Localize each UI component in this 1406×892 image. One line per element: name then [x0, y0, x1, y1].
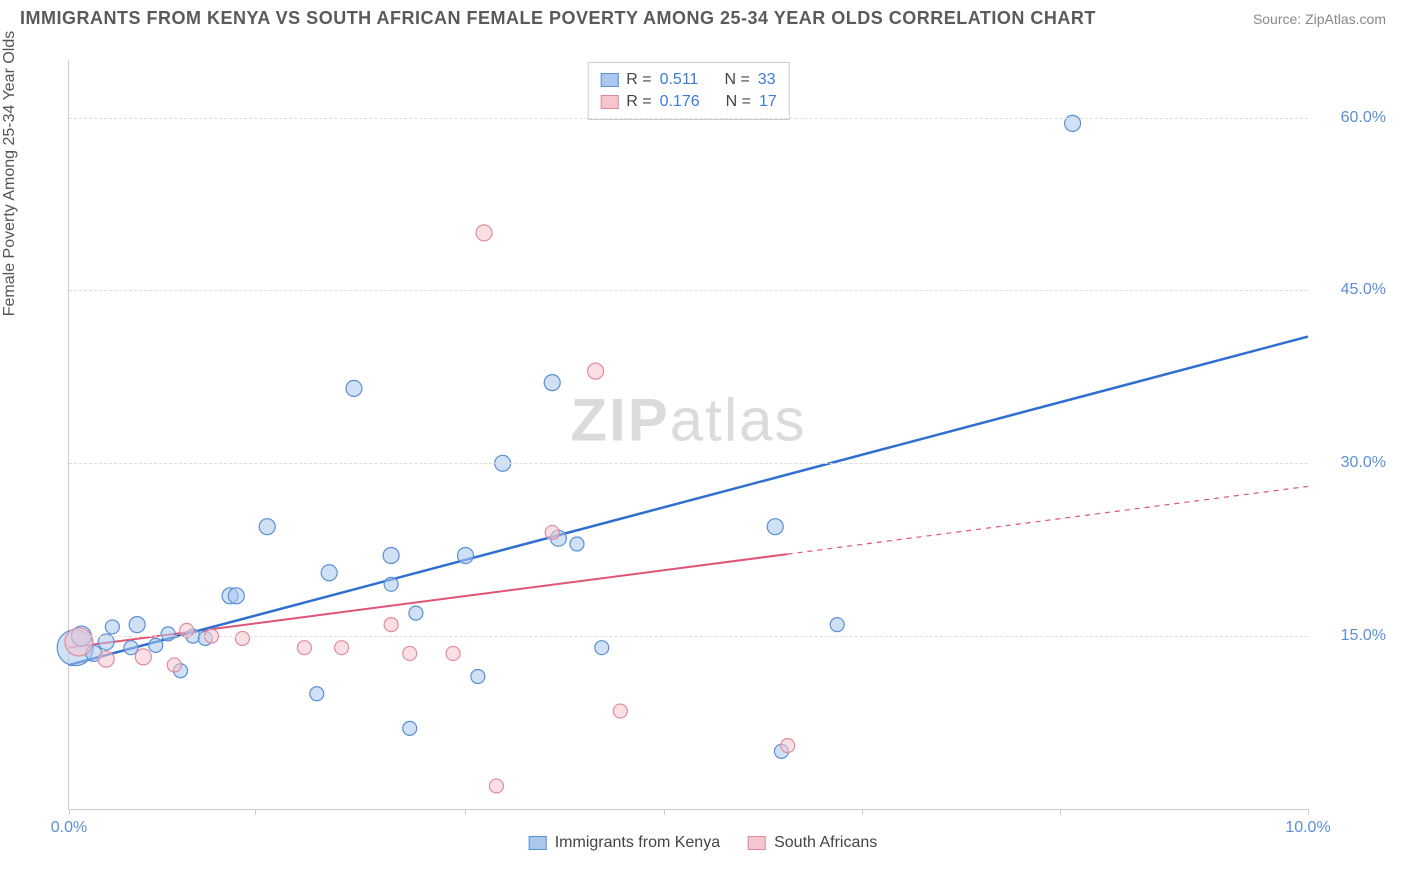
data-point	[471, 669, 485, 683]
data-point	[383, 547, 399, 563]
data-point	[124, 641, 138, 655]
data-point	[403, 721, 417, 735]
x-tick-label: 0.0%	[51, 819, 87, 837]
data-point	[384, 577, 398, 591]
data-point	[595, 641, 609, 655]
plot-area: ZIPatlas R = 0.511 N = 33 R = 0.176 N = …	[68, 60, 1308, 810]
data-point	[228, 588, 244, 604]
data-point	[310, 687, 324, 701]
y-tick-label: 15.0%	[1341, 627, 1386, 645]
legend-item-0: Immigrants from Kenya	[529, 834, 720, 852]
x-tick-label: 10.0%	[1285, 819, 1330, 837]
data-point	[167, 658, 181, 672]
data-point	[105, 620, 119, 634]
y-tick-label: 45.0%	[1341, 281, 1386, 299]
data-point	[297, 641, 311, 655]
y-axis-label: Female Poverty Among 25-34 Year Olds	[1, 31, 19, 317]
data-point	[384, 618, 398, 632]
data-point	[588, 363, 604, 379]
legend-label-0: Immigrants from Kenya	[555, 834, 720, 852]
y-tick-label: 30.0%	[1341, 454, 1386, 472]
data-point	[457, 547, 473, 563]
legend-swatch-bottom-1	[748, 836, 766, 850]
data-point	[446, 646, 460, 660]
scatter-svg	[69, 60, 1308, 809]
data-point	[409, 606, 423, 620]
data-point	[767, 519, 783, 535]
data-point	[613, 704, 627, 718]
data-point	[346, 380, 362, 396]
data-point	[259, 519, 275, 535]
series-legend: Immigrants from Kenya South Africans	[529, 834, 878, 852]
data-point	[544, 375, 560, 391]
data-point	[161, 627, 175, 641]
source-attribution: Source: ZipAtlas.com	[1253, 11, 1386, 27]
chart-title: IMMIGRANTS FROM KENYA VS SOUTH AFRICAN F…	[20, 8, 1096, 29]
data-point	[545, 525, 559, 539]
data-point	[781, 739, 795, 753]
data-point	[129, 617, 145, 633]
data-point	[321, 565, 337, 581]
legend-swatch-bottom-0	[529, 836, 547, 850]
data-point	[98, 651, 114, 667]
data-point	[403, 646, 417, 660]
data-point	[65, 628, 93, 656]
data-point	[830, 618, 844, 632]
data-point	[135, 649, 151, 665]
chart-container: Female Poverty Among 25-34 Year Olds ZIP…	[20, 40, 1386, 860]
data-point	[149, 638, 163, 652]
data-point	[235, 631, 249, 645]
data-point	[476, 225, 492, 241]
legend-item-1: South Africans	[748, 834, 877, 852]
data-point	[335, 641, 349, 655]
data-point	[570, 537, 584, 551]
legend-label-1: South Africans	[774, 834, 877, 852]
y-tick-label: 60.0%	[1341, 109, 1386, 127]
data-point	[489, 779, 503, 793]
